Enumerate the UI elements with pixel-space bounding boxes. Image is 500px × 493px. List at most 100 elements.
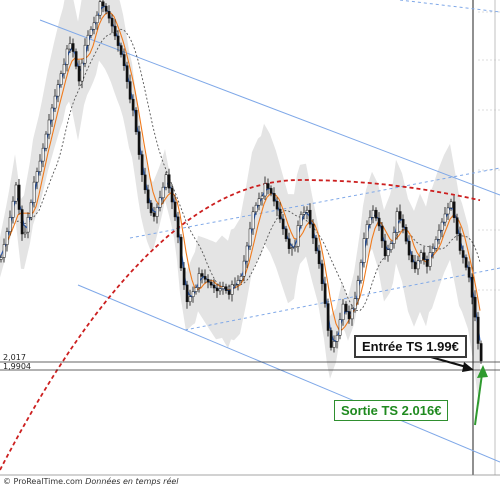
band-layer	[0, 0, 480, 407]
candle-body	[20, 209, 24, 235]
candle-body	[338, 319, 342, 336]
exit-arrow	[474, 373, 483, 426]
candle-body	[71, 43, 75, 52]
candle-body	[215, 287, 219, 292]
candle-body	[104, 5, 108, 12]
candle-body	[458, 233, 462, 251]
candle-body	[299, 214, 303, 226]
candle-body	[35, 171, 39, 183]
candle-body	[101, 1, 105, 7]
candle-body	[155, 207, 159, 217]
volatility-band	[0, 0, 480, 407]
candle-body	[410, 254, 414, 263]
candle-body	[47, 119, 51, 135]
candle-body	[185, 284, 189, 303]
candle-body	[284, 228, 288, 240]
candle-body	[224, 286, 228, 291]
candle-body	[290, 247, 294, 250]
candle-body	[296, 225, 300, 247]
candle-body	[65, 48, 69, 65]
candle-body	[41, 147, 45, 162]
candle-body	[455, 217, 459, 234]
candle-body	[272, 193, 276, 202]
candle-body	[32, 181, 36, 203]
exit-arrow-head	[477, 365, 488, 378]
candle-body	[449, 201, 453, 209]
candle-body	[80, 62, 84, 82]
candle-body	[179, 236, 183, 269]
candle-body	[17, 184, 21, 210]
candle-body	[398, 211, 402, 220]
channel-layer	[39, 0, 500, 463]
candle-body	[269, 188, 273, 194]
candle-body	[431, 248, 435, 253]
realtime-note: Données en temps réel	[85, 477, 179, 486]
candle-body	[335, 335, 339, 342]
candle-body	[89, 29, 93, 36]
candle-body	[443, 213, 447, 223]
copyright-text: © ProRealTime.com	[3, 477, 83, 486]
candle-body	[248, 228, 252, 247]
candle-body	[152, 212, 156, 217]
candle-body	[464, 257, 468, 268]
candle-body	[164, 174, 168, 188]
candle-body	[137, 131, 141, 155]
price-label-upper: 2,017	[3, 353, 26, 362]
channel-lower-line	[77, 284, 500, 463]
candle-body	[317, 250, 321, 265]
candle-body	[170, 187, 174, 203]
candle-body	[383, 240, 387, 257]
candle-body	[143, 174, 147, 191]
candle-body	[221, 286, 225, 290]
candle-body	[56, 84, 60, 97]
candle-body	[287, 238, 291, 249]
channel-top-dotted	[399, 0, 500, 13]
candle-body	[437, 229, 441, 240]
entry-arrow-head	[462, 362, 474, 372]
candle-body	[350, 308, 354, 320]
candle-body	[29, 202, 33, 218]
candle-body	[218, 288, 222, 292]
candle-body	[416, 260, 420, 270]
candle-body	[254, 204, 258, 213]
candle-body	[281, 218, 285, 230]
candle-body	[92, 22, 96, 30]
medium-moving-average	[0, 11, 481, 331]
candle-body	[425, 259, 429, 267]
candle-body	[11, 200, 15, 218]
candle-body	[440, 221, 444, 231]
candle-body	[209, 281, 213, 286]
candle-body	[0, 257, 3, 260]
chart-footer: © ProRealTime.com Données en temps réel	[3, 477, 179, 486]
candle-body	[176, 216, 180, 238]
candle-body	[314, 237, 318, 252]
candle-body	[161, 186, 165, 199]
candle-body	[311, 223, 315, 239]
candle-body	[5, 231, 9, 245]
candle-body	[452, 201, 456, 218]
candle-body	[182, 267, 186, 286]
candle-body	[428, 252, 432, 267]
candle-body	[245, 245, 249, 262]
candle-body	[389, 243, 393, 250]
candle-body	[107, 11, 111, 19]
candle-body	[188, 296, 192, 303]
candle-body	[134, 109, 138, 133]
candle-body	[74, 51, 78, 67]
candle-body	[407, 240, 411, 256]
candle-body	[305, 209, 309, 213]
candle-body	[368, 217, 372, 225]
candle-body	[419, 252, 423, 262]
candle-body	[14, 184, 18, 202]
candle-body	[251, 211, 255, 230]
candle-body	[38, 160, 42, 172]
candle-body	[98, 1, 102, 16]
candle-body	[53, 95, 57, 109]
candle-body	[116, 35, 120, 46]
candle-body	[236, 280, 240, 285]
candle-body	[392, 232, 396, 244]
candle-body	[377, 217, 381, 227]
candle-body	[479, 343, 483, 362]
